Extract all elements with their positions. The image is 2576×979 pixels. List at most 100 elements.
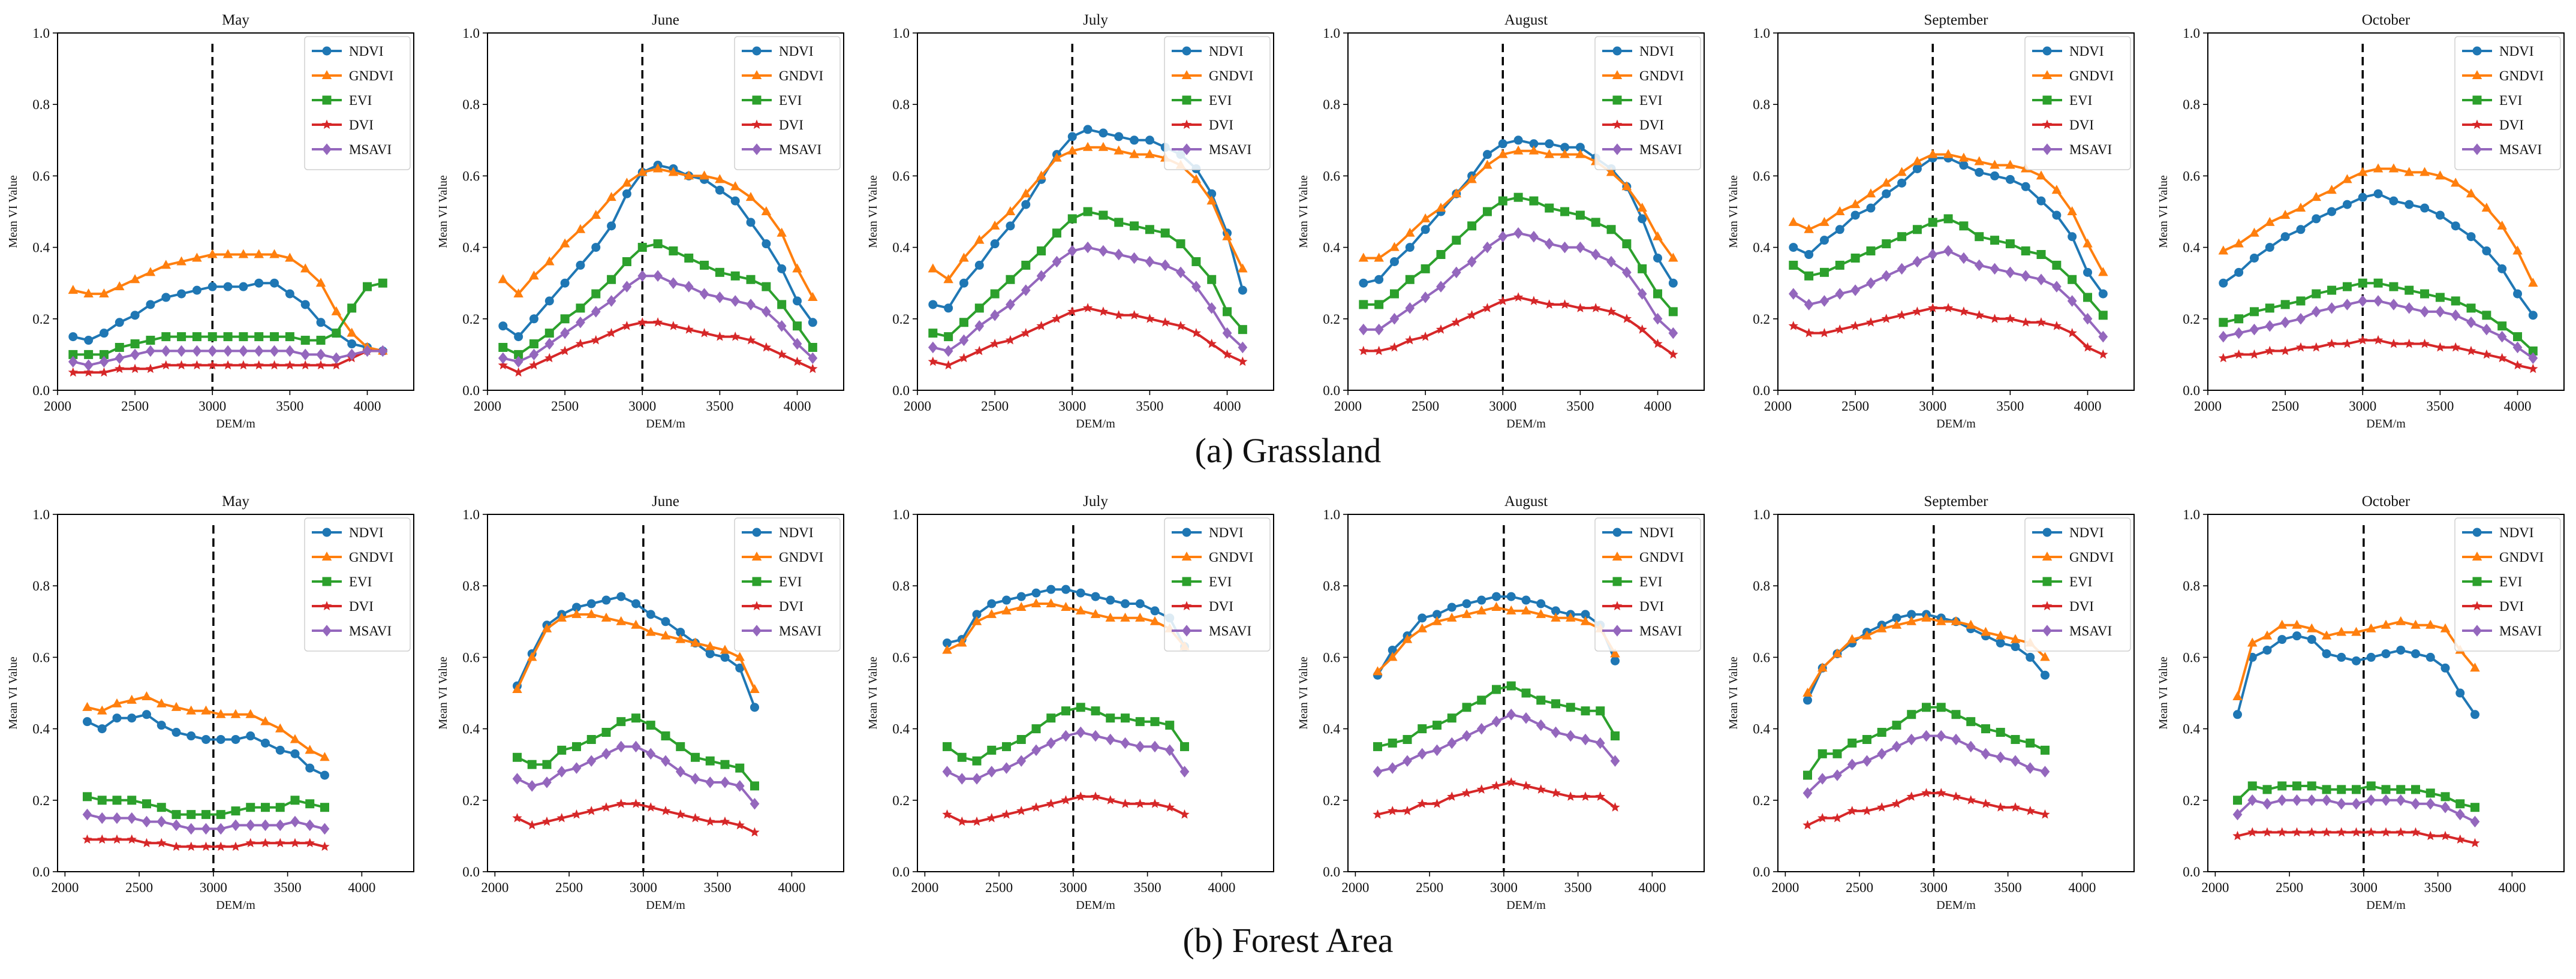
data-point [631,713,640,723]
data-point [601,748,611,760]
x-tick-label: 4000 [2068,880,2096,895]
y-tick-label: 0.0 [892,864,910,879]
data-point [331,352,341,365]
legend-marker [2042,577,2052,586]
data-point [1975,232,1984,242]
data-point [1374,252,1384,262]
data-point [1002,742,1011,751]
data-point [1358,323,1368,336]
data-point [1420,332,1431,341]
data-point [1804,224,1814,233]
data-point [631,740,641,753]
data-point [986,813,997,823]
series-msavi [2218,295,2538,365]
series-line [1377,606,1617,673]
data-point [2005,266,2015,279]
data-point [2352,656,2361,665]
data-point [1596,706,1605,716]
legend-marker [2042,95,2052,105]
data-point [1389,313,1400,325]
data-point [230,709,241,718]
y-tick-label: 0.0 [892,383,910,398]
legend-label: EVI [1209,574,1232,589]
data-point [1036,170,1046,180]
legend-marker [2472,601,2482,610]
x-axis-label: DEM/m [1076,899,1115,912]
series-dvi [512,799,760,837]
data-point [616,799,626,808]
data-point [1179,766,1190,778]
data-point [1850,321,1861,330]
data-point [661,755,670,767]
data-point [1832,813,1843,823]
data-point [2021,317,2031,327]
data-point [97,834,107,844]
legend: NDVI GNDVI EVI DVI MSAVI [2454,36,2561,170]
data-point [112,834,122,844]
legend-marker [1182,143,1191,155]
y-tick-label: 0.4 [462,240,480,255]
data-point [1099,128,1108,138]
chart-title: October [2362,12,2411,28]
data-point [127,812,137,824]
data-point [1966,795,1976,805]
series-ndvi [2219,189,2538,320]
data-point [957,816,967,826]
data-point [2262,827,2273,837]
data-point [2036,317,2047,327]
legend-marker [321,119,332,129]
data-point [1877,728,1886,737]
data-point [201,734,210,744]
data-point [1832,749,1842,758]
legend-marker [752,625,762,637]
series-gndvi [942,598,1190,654]
x-tick-label: 3000 [1060,880,1087,895]
data-point [974,260,984,270]
data-point [1536,784,1546,794]
series-line [516,802,756,834]
legend-label: EVI [1209,93,1232,108]
series-evi [83,792,329,820]
data-point [1959,221,1969,231]
y-tick-label: 0.0 [1323,864,1340,879]
data-point [192,360,202,370]
y-tick-label: 0.6 [1753,168,1770,183]
data-point [2041,745,2050,755]
data-point [2247,827,2258,837]
x-tick-label: 3000 [198,399,226,414]
legend-label: EVI [2069,93,2092,108]
data-point [305,819,315,832]
data-point [1067,132,1077,141]
data-point [2404,338,2414,348]
data-point [1388,806,1398,815]
legend-label: NDVI [1209,525,1244,540]
data-point [99,288,109,298]
legend-label: MSAVI [1209,623,1251,638]
data-point [2036,250,2046,260]
chart-grassland-september: September 0.0 0.2 0.4 0.6 0.8 1.0 2000 2500 3000 3… [1727,12,2135,430]
data-point [690,637,700,647]
data-point [606,295,616,307]
series-evi [1373,681,1620,751]
x-tick-label: 3500 [1996,399,2024,414]
data-point [2265,320,2275,332]
data-point [1943,303,1954,312]
data-point [1031,802,1042,812]
series-line [1806,616,2046,694]
data-point [1016,806,1027,815]
data-point [275,819,285,832]
data-point [2512,360,2523,370]
y-axis-label: Mean VI Value [437,656,450,730]
series-dvi [1788,303,2108,359]
data-point [715,185,724,195]
data-point [631,599,640,609]
data-point [1653,231,1663,240]
data-point [1551,612,1561,622]
data-point [1477,695,1486,705]
data-point [1482,241,1492,254]
data-point [2040,652,2050,661]
data-point [2311,192,2322,201]
legend-marker [1182,625,1191,637]
data-point [1191,328,1202,338]
y-tick-label: 0.8 [462,579,480,594]
